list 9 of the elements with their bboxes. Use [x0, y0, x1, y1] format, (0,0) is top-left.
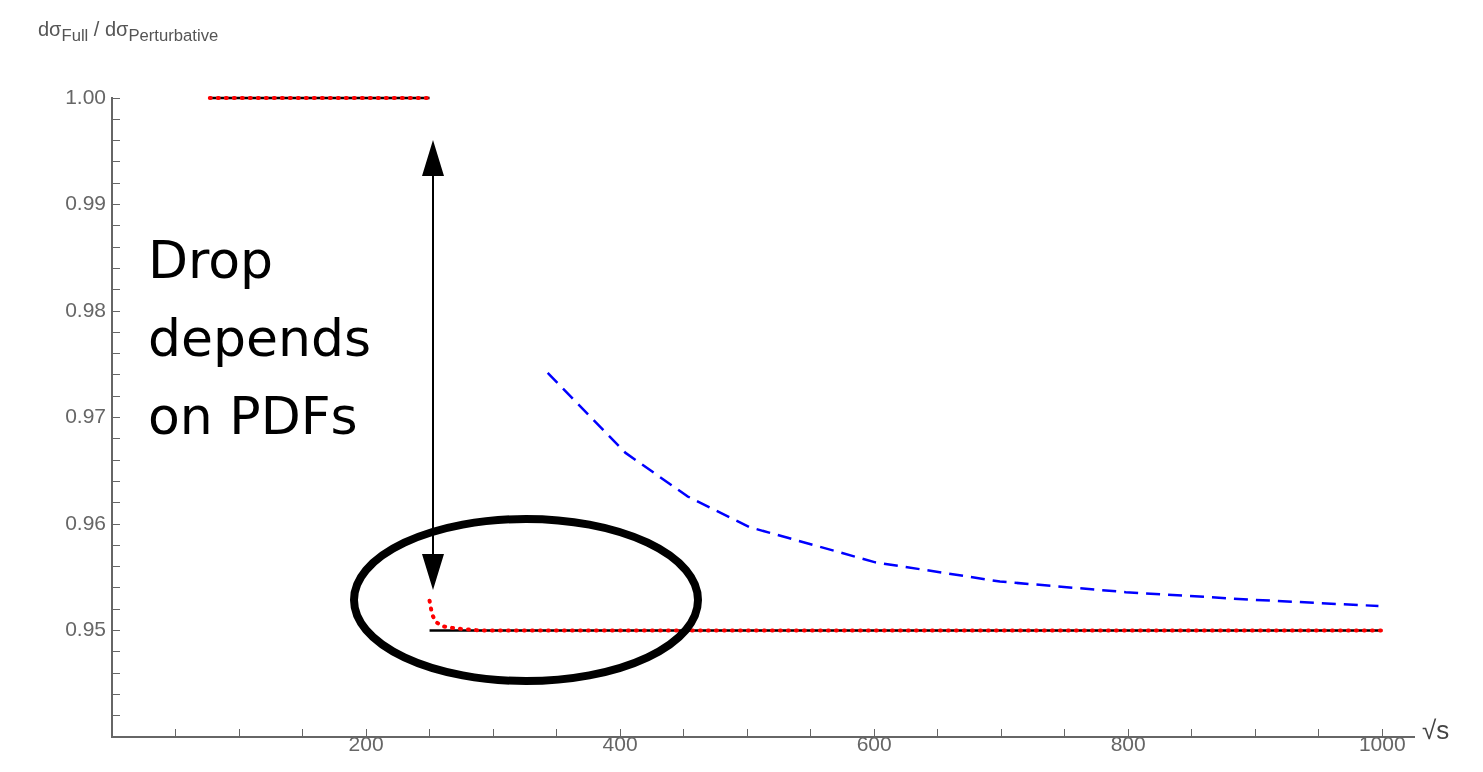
y-tick-label: 0.95 — [65, 617, 106, 641]
y-tick-label: 0.98 — [65, 297, 106, 321]
y-tick-label: 0.99 — [65, 191, 106, 215]
y-axis-title: dσ$_{Full}$ / dσ$_{Perturbative}$ — [38, 18, 219, 46]
y-tick-label: 0.97 — [65, 404, 106, 428]
annotation: Drop depends on PDFs — [148, 229, 373, 448]
y-tick-label: 1.00 — [65, 84, 106, 108]
y-tick-label: 0.96 — [65, 510, 106, 534]
x-axis-title: √s — [1422, 715, 1450, 746]
